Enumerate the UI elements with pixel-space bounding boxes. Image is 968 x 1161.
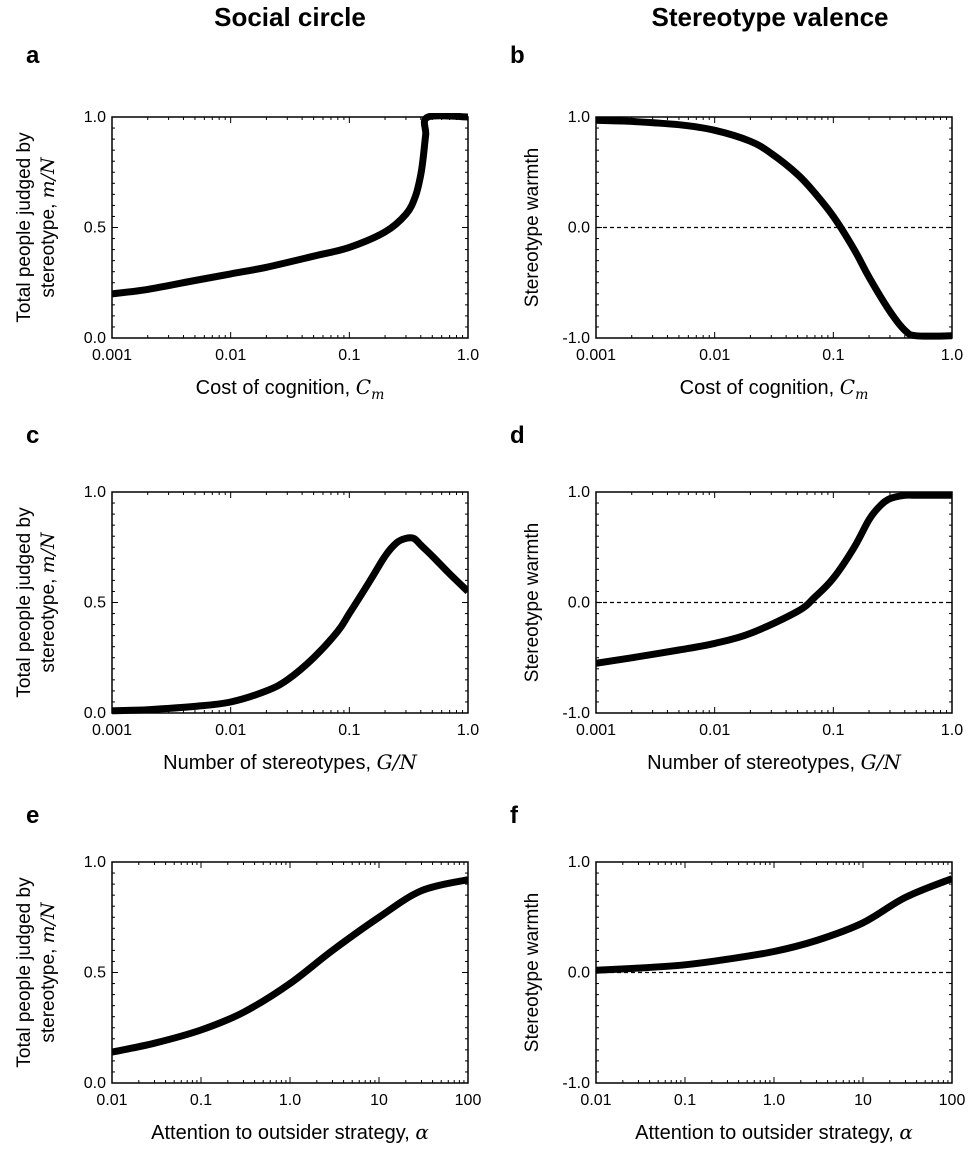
- x-tick-label: 1.0: [457, 347, 479, 364]
- y-axis-label: Stereotype warmth: [522, 148, 543, 307]
- panel-label-e: e: [26, 802, 40, 829]
- y-tick-label: 1.0: [84, 109, 106, 126]
- data-line-f-0: [596, 875, 952, 974]
- x-tick-label: 0.1: [822, 347, 844, 364]
- x-tick-label: 1.0: [763, 1092, 785, 1109]
- x-tick-label: 0.01: [215, 347, 246, 364]
- plot-frame-a: [111, 116, 469, 339]
- y-tick-label: 1.0: [84, 484, 106, 501]
- y-tick-label: 0.0: [568, 595, 590, 612]
- y-tick-label: -1.0: [562, 330, 590, 347]
- x-tick-label: 0.001: [576, 347, 616, 364]
- x-tick-label: 0.01: [699, 347, 730, 364]
- y-axis-label-line1: Total people judged by: [14, 132, 35, 323]
- chart-panel-b: 0.001 0.01 0.1 1.0 -1.0 0.0 1.0 Cost of cogniti…: [522, 109, 963, 403]
- y-axis-label: Stereotype warmth: [522, 523, 543, 682]
- chart-panel-e: 0.01 0.1 1.0 10 100 0.0 0.5 1.0 Attention to out…: [14, 854, 481, 1144]
- y-tick-label: 0.5: [84, 595, 106, 612]
- y-tick-label: -1.0: [562, 1075, 590, 1092]
- x-tick-label: 0.01: [96, 1092, 127, 1109]
- data-line-c-0: [112, 534, 468, 715]
- x-tick-label: 10: [854, 1092, 872, 1109]
- x-axis-label: Attention to outsider strategy, α: [635, 1120, 913, 1144]
- x-tick-label: 100: [939, 1092, 966, 1109]
- y-tick-label: -1.0: [562, 705, 590, 722]
- data-line-e-0: [112, 876, 468, 1056]
- x-tick-label: 0.1: [822, 722, 844, 739]
- x-tick-label: 0.01: [215, 722, 246, 739]
- x-axis-label: Attention to outsider strategy, α: [151, 1120, 429, 1144]
- column-title-social-circle: Social circle: [214, 2, 366, 32]
- y-tick-label: 1.0: [568, 109, 590, 126]
- x-axis-label: Cost of cognition, Cm: [680, 375, 869, 403]
- x-tick-label: 0.001: [92, 347, 132, 364]
- y-tick-label: 0.5: [84, 965, 106, 982]
- y-tick-label: 1.0: [84, 854, 106, 871]
- data-line-a-0: [112, 113, 468, 298]
- x-tick-label: 0.01: [699, 722, 730, 739]
- x-tick-label: 1.0: [457, 722, 479, 739]
- x-tick-label: 0.001: [576, 722, 616, 739]
- panel-label-a: a: [26, 42, 40, 69]
- chart-panel-f: 0.01 0.1 1.0 10 100 -1.0 0.0 1.0 Attention to ou…: [522, 854, 965, 1144]
- x-tick-label: 0.1: [190, 1092, 212, 1109]
- y-axis-label: Stereotype warmth: [522, 893, 543, 1052]
- y-tick-label: 1.0: [568, 484, 590, 501]
- panel-label-c: c: [26, 422, 40, 449]
- chart-panel-d: 0.001 0.01 0.1 1.0 -1.0 0.0 1.0 Number of stere…: [522, 484, 963, 774]
- column-title-stereotype-valence: Stereotype valence: [651, 2, 889, 32]
- data-line-d-0: [596, 491, 952, 667]
- y-tick-label: 0.0: [84, 1075, 106, 1092]
- y-axis-label-line1: Total people judged by: [14, 507, 35, 698]
- data-line-b-0: [596, 116, 952, 340]
- y-axis-label-line2: stereotype, m/N: [37, 156, 59, 298]
- y-tick-label: 0.0: [84, 330, 106, 347]
- x-tick-label: 100: [455, 1092, 482, 1109]
- x-tick-label: 1.0: [941, 347, 963, 364]
- x-tick-label: 10: [370, 1092, 388, 1109]
- y-tick-label: 0.0: [84, 705, 106, 722]
- y-tick-label: 0.0: [568, 220, 590, 237]
- x-axis-label: Number of stereotypes, G/N: [647, 750, 902, 774]
- y-axis-label-line2: stereotype, m/N: [37, 901, 59, 1043]
- chart-panel-c: 0.001 0.01 0.1 1.0 0.0 0.5 1.0 Number of stereo…: [14, 484, 479, 774]
- x-axis-label: Cost of cognition, Cm: [196, 375, 385, 403]
- x-tick-label: 0.1: [338, 347, 360, 364]
- y-tick-label: 1.0: [568, 854, 590, 871]
- x-tick-label: 0.001: [92, 722, 132, 739]
- y-tick-label: 0.5: [84, 220, 106, 237]
- panel-label-d: d: [510, 422, 525, 449]
- y-axis-label-line1: Total people judged by: [14, 877, 35, 1068]
- x-tick-label: 1.0: [941, 722, 963, 739]
- panel-label-f: f: [510, 802, 518, 829]
- panel-label-b: b: [510, 42, 525, 69]
- x-tick-label: 0.1: [674, 1092, 696, 1109]
- y-tick-label: 0.0: [568, 965, 590, 982]
- x-axis-label: Number of stereotypes, G/N: [163, 750, 418, 774]
- x-tick-label: 1.0: [279, 1092, 301, 1109]
- x-tick-label: 0.1: [338, 722, 360, 739]
- chart-panel-a: 0.001 0.01 0.1 1.0 0.0 0.5 1.0 Cost of cognitio…: [14, 109, 479, 403]
- y-axis-label-line2: stereotype, m/N: [37, 531, 59, 673]
- x-tick-label: 0.01: [580, 1092, 611, 1109]
